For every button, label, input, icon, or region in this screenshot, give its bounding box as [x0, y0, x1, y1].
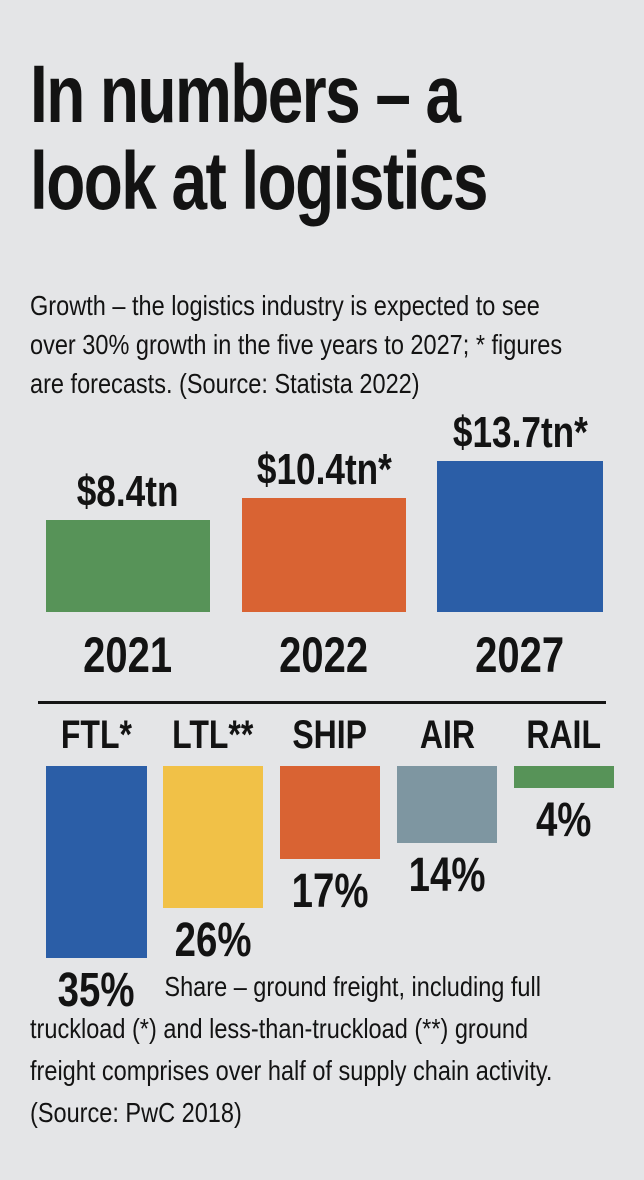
value-label: $10.4tn*	[256, 445, 392, 494]
category-label: AIR	[419, 713, 475, 757]
bar-group-rail: RAIL 4%	[514, 712, 614, 848]
bar-rail	[514, 766, 614, 788]
bar-ltl	[163, 766, 263, 908]
bar-group-2027: $13.7tn* 2027	[437, 408, 603, 684]
intro-text: Growth – the logistics industry is expec…	[30, 290, 563, 400]
section-divider	[38, 701, 606, 704]
category-label: SHIP	[292, 713, 368, 757]
bar-2021	[46, 520, 210, 612]
bar-stack: $10.4tn*	[242, 408, 406, 612]
bar-stack: $13.7tn*	[437, 408, 603, 612]
value-label: 4%	[536, 794, 592, 847]
category-label: LTL**	[172, 713, 254, 757]
bar-group-2022: $10.4tn* 2022	[242, 408, 406, 684]
value-label: 17%	[291, 865, 369, 918]
value-label: 35%	[58, 964, 135, 1017]
bar-2022	[242, 498, 406, 612]
category-label: 2022	[279, 627, 369, 683]
footer-note: Share – ground freight, including full t…	[30, 971, 553, 1128]
category-label: 2021	[83, 627, 173, 683]
bar-air	[397, 766, 497, 843]
value-label: $8.4tn	[77, 467, 179, 516]
value-label: 26%	[174, 914, 252, 967]
bar-group-ship: SHIP 17%	[280, 712, 380, 919]
bar-group-2021: $8.4tn 2021	[46, 408, 210, 684]
bar-2027	[437, 461, 603, 612]
bar-group-ftl: FTL* 35%	[46, 712, 147, 1018]
bar-stack: $8.4tn	[46, 408, 210, 612]
bar-ship	[280, 766, 380, 859]
category-label: 2027	[475, 627, 565, 683]
page-title: In numbers – a look at logistics	[30, 49, 488, 227]
bar-ftl	[46, 766, 147, 958]
bar-group-ltl: LTL** 26%	[163, 712, 263, 968]
bar-group-air: AIR 14%	[397, 712, 497, 903]
value-label: $13.7tn*	[452, 408, 588, 457]
value-label: 14%	[408, 849, 486, 902]
category-label: RAIL	[526, 713, 602, 757]
category-label: FTL*	[60, 713, 133, 757]
